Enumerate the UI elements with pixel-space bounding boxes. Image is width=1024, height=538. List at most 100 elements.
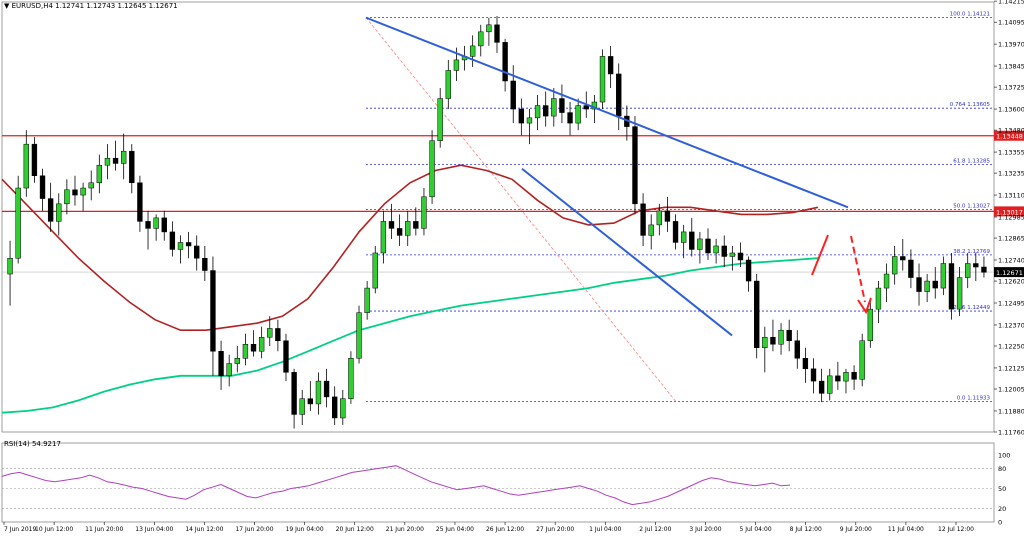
candle [104, 144, 111, 180]
candle [421, 188, 427, 236]
bullish-candle-body [762, 336, 768, 349]
bullish-candle-body [924, 280, 930, 292]
time-tick-label: 7 Jun 2019 [4, 526, 36, 533]
price-tick-label: 1.12985 [998, 214, 1024, 222]
candle [599, 49, 606, 110]
price-tick-label: 1.13725 [998, 84, 1024, 92]
bullish-candle-body [883, 273, 890, 289]
resistance-price-tag [994, 130, 1024, 141]
current-price-label: 1.12671 [996, 269, 1023, 277]
candle [242, 333, 249, 366]
bullish-candle-body [875, 287, 882, 310]
candle [486, 17, 492, 46]
candle [153, 214, 159, 241]
bearish-candle-body [194, 245, 200, 259]
bullish-candle-body [64, 189, 70, 205]
candle [7, 240, 13, 306]
candle [672, 214, 679, 250]
price-tick-label: 1.12370 [998, 321, 1024, 329]
bearish-candle-body [112, 157, 119, 164]
price-tick-label: 1.13110 [998, 192, 1024, 200]
bullish-candle-body [405, 221, 411, 236]
candle [664, 196, 671, 232]
bullish-candle-body [15, 187, 21, 259]
rsi-tick-label: 0 [998, 519, 1002, 527]
price-tick-label: 1.11760 [998, 429, 1024, 437]
down-arrow-head [857, 297, 872, 315]
time-tick-label: 9 Jul 20:00 [840, 526, 872, 533]
candle [948, 252, 955, 320]
bearish-candle-body [973, 263, 979, 268]
candle [502, 38, 508, 92]
candle [794, 330, 800, 369]
candle [469, 35, 476, 67]
bearish-candle-body [161, 217, 167, 233]
bullish-candle-body [242, 343, 249, 359]
bearish-candle-body [510, 80, 516, 110]
bearish-candle-body [908, 259, 914, 278]
moving-averages [1, 164, 819, 414]
candle [916, 263, 922, 306]
price-tick-label: 1.12865 [998, 235, 1024, 243]
bearish-candle-body [396, 228, 403, 236]
candle [867, 298, 874, 348]
candle [737, 242, 744, 268]
price-tick-label: 1.14095 [998, 19, 1024, 27]
bullish-candle-body [104, 157, 111, 166]
bullish-candle-body [96, 164, 103, 184]
fib-level-label: 61.8 1.13285 [953, 158, 990, 164]
time-tick-label: 26 Jun 12:00 [486, 526, 524, 533]
current-price-tag [994, 267, 1024, 278]
bearish-candle-body [388, 221, 395, 229]
candle [575, 98, 581, 131]
rsi-line [1, 465, 791, 506]
candle [80, 182, 86, 211]
rsi-tick-label: 50 [998, 485, 1006, 493]
rsi-pane: 100 80 50 20 0 [1, 452, 1010, 527]
bearish-candle-body [275, 328, 281, 341]
price-tick-label: 1.13480 [998, 127, 1024, 135]
candle [851, 365, 857, 390]
candle [859, 333, 865, 387]
price-tick-label: 1.14215 [998, 0, 1024, 6]
forecast-arrows [811, 234, 872, 315]
candle [891, 245, 898, 285]
bearish-candle-body [640, 203, 646, 236]
bullish-candle-body [713, 245, 719, 254]
bearish-candle-body [689, 231, 695, 250]
candle [226, 354, 232, 387]
bearish-candle-body [137, 182, 143, 222]
bearish-candle-body [616, 73, 622, 117]
candle [283, 333, 289, 382]
resistance-price-label: 1.13448 [996, 133, 1023, 141]
candle [818, 368, 825, 403]
price-tick-label: 1.12005 [998, 386, 1024, 394]
candle [88, 170, 94, 201]
candle [900, 238, 906, 271]
price-tick-label: 1.13845 [998, 63, 1024, 71]
candle [802, 347, 809, 383]
candle [380, 210, 387, 264]
bearish-candle-body [413, 221, 419, 229]
bearish-candle-body [283, 340, 289, 373]
bullish-candle-body [267, 328, 273, 338]
rsi-tick-label: 20 [998, 505, 1006, 513]
candle [721, 235, 727, 268]
bullish-candle-body [486, 24, 492, 33]
bearish-candle-body [210, 270, 216, 352]
candle [194, 235, 200, 271]
candle [494, 16, 500, 53]
bearish-candle-body [737, 252, 744, 261]
time-tick-label: 11 Jun 20:00 [85, 526, 123, 533]
candle [64, 179, 70, 215]
candle [129, 144, 135, 194]
bearish-candle-body [72, 189, 78, 196]
up-arrow-shaft [811, 234, 829, 276]
bullish-candle-body [965, 263, 971, 278]
bullish-candle-body [315, 380, 322, 405]
bearish-candle-body [786, 329, 792, 341]
bullish-candle-body [177, 242, 184, 250]
bearish-candle-body [705, 238, 711, 254]
minor-descending-trendline [521, 167, 733, 337]
trendlines [365, 16, 849, 337]
